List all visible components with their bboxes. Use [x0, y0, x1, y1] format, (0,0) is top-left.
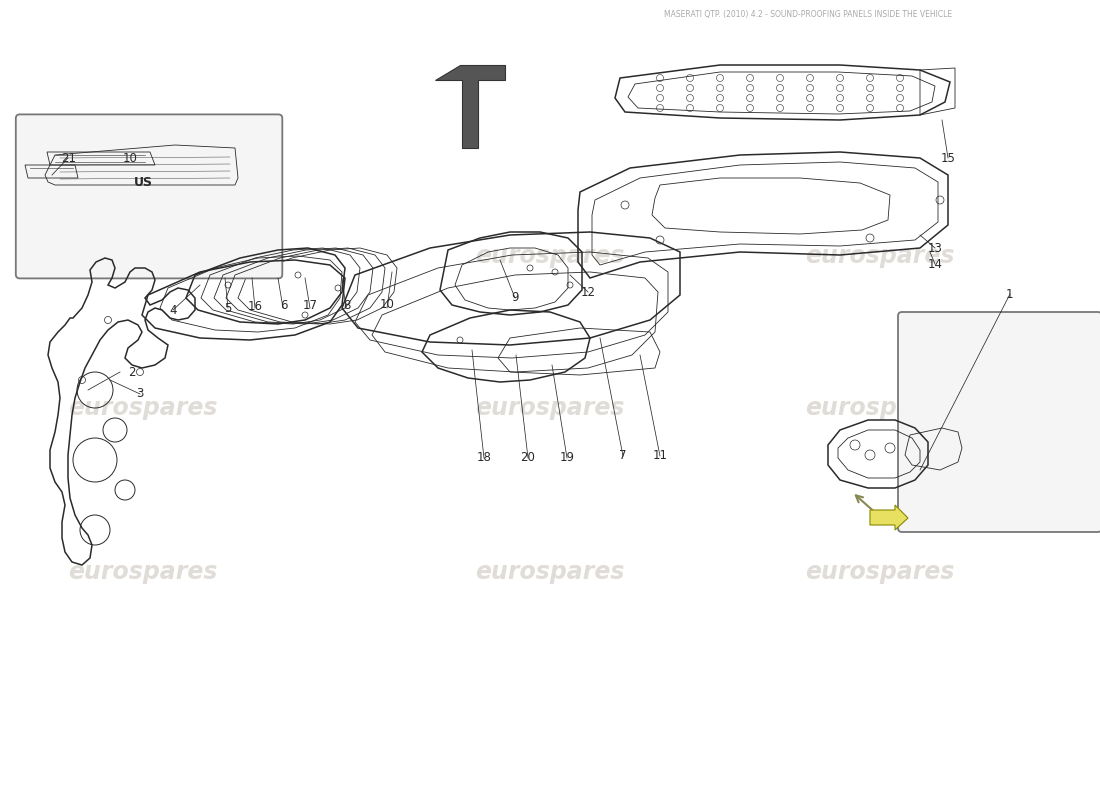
Text: 4: 4 [169, 304, 176, 317]
Text: eurospares: eurospares [805, 396, 955, 420]
Text: 17: 17 [302, 299, 318, 312]
Text: 18: 18 [476, 451, 492, 464]
Text: US: US [133, 176, 153, 189]
Text: 8: 8 [343, 299, 350, 312]
Polygon shape [434, 65, 505, 148]
Text: 3: 3 [136, 387, 143, 400]
Text: 11: 11 [652, 450, 668, 462]
Text: eurospares: eurospares [68, 244, 218, 268]
Text: 10: 10 [122, 152, 138, 165]
Text: 13: 13 [927, 242, 943, 254]
Text: 10: 10 [379, 298, 395, 310]
Text: 7: 7 [619, 450, 626, 462]
Text: eurospares: eurospares [68, 396, 218, 420]
Text: MASERATI QTP. (2010) 4.2 - SOUND-PROOFING PANELS INSIDE THE VEHICLE: MASERATI QTP. (2010) 4.2 - SOUND-PROOFIN… [664, 10, 953, 18]
Text: 12: 12 [581, 286, 596, 298]
Text: 20: 20 [520, 451, 536, 464]
Text: 6: 6 [280, 299, 287, 312]
Text: eurospares: eurospares [475, 396, 625, 420]
Text: eurospares: eurospares [805, 560, 955, 584]
Text: 14: 14 [927, 258, 943, 270]
Text: 21: 21 [60, 152, 76, 165]
Text: 9: 9 [512, 291, 518, 304]
Text: 19: 19 [560, 451, 575, 464]
Text: eurospares: eurospares [805, 244, 955, 268]
Polygon shape [870, 505, 907, 530]
Text: eurospares: eurospares [475, 244, 625, 268]
Text: 2: 2 [129, 366, 135, 378]
FancyBboxPatch shape [15, 114, 283, 278]
Text: eurospares: eurospares [68, 560, 218, 584]
FancyBboxPatch shape [898, 312, 1100, 532]
Text: 5: 5 [224, 302, 231, 314]
Text: 15: 15 [940, 152, 956, 165]
Text: 16: 16 [248, 300, 263, 313]
Text: 1: 1 [1006, 288, 1013, 301]
Text: eurospares: eurospares [475, 560, 625, 584]
